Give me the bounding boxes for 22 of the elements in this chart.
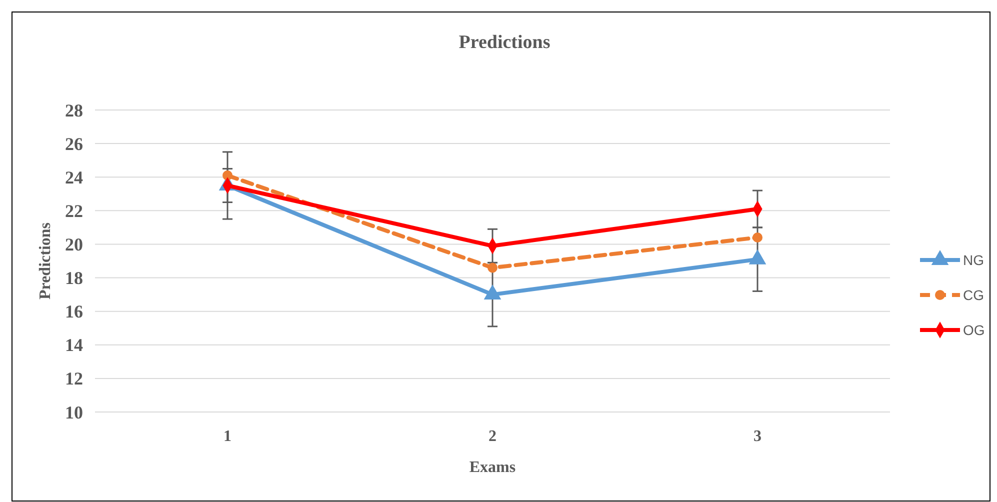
legend-label: CG [963,286,984,303]
chart-title: Predictions [458,32,550,53]
y-tick-label: 28 [65,100,83,120]
point [488,262,498,273]
y-tick-label: 16 [65,302,83,322]
point [222,170,232,180]
y-axis-title: Predictions [37,222,54,300]
x-tick-label: 3 [754,428,762,445]
y-tick-label: 14 [65,335,83,356]
legend-label: NG [963,252,984,268]
y-tick-label: 24 [65,167,83,188]
y-tick-label: 10 [65,402,83,422]
x-axis-title: Exams [469,459,516,476]
y-tick-label: 26 [65,134,83,154]
y-tick-label: 12 [65,368,83,389]
legend-label: OG [963,322,985,338]
point [752,232,762,243]
y-tick-label: 22 [65,200,83,221]
y-tick-label: 18 [65,268,83,288]
x-tick-label: 2 [488,428,496,445]
x-tick-label: 1 [224,428,232,445]
y-tick-label: 20 [65,234,83,255]
